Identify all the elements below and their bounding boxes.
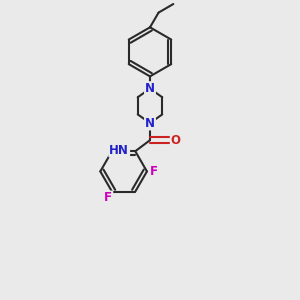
- Text: N: N: [145, 82, 155, 95]
- Text: F: F: [150, 165, 158, 178]
- Text: HN: HN: [109, 143, 129, 157]
- Text: N: N: [145, 116, 155, 130]
- Text: O: O: [171, 134, 181, 147]
- Text: F: F: [104, 191, 112, 205]
